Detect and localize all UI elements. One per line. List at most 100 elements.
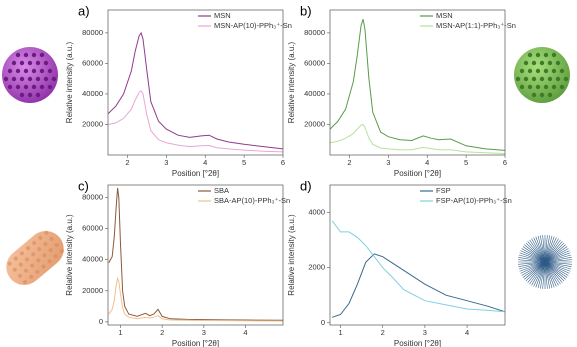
pore xyxy=(39,84,45,90)
pore xyxy=(547,76,553,82)
fiber xyxy=(527,261,546,283)
y-tick-label: 80000 xyxy=(82,192,103,201)
pore xyxy=(47,259,52,264)
pore xyxy=(551,84,557,90)
fiber xyxy=(542,235,546,263)
plot-frame xyxy=(329,9,506,156)
pore xyxy=(539,60,545,66)
pore xyxy=(555,76,561,82)
fiber xyxy=(518,259,546,263)
fiber xyxy=(533,237,546,263)
fiber xyxy=(544,261,553,289)
x-tick-label: 4 xyxy=(203,158,207,167)
plot-frame xyxy=(107,9,284,156)
x-tick-label: 2 xyxy=(125,158,129,167)
pore xyxy=(19,60,25,66)
fiber xyxy=(527,241,546,263)
fiber xyxy=(544,241,563,263)
fiber xyxy=(533,261,546,287)
pore xyxy=(11,60,17,66)
pore xyxy=(19,76,25,82)
fiber xyxy=(518,261,546,267)
series-line xyxy=(331,220,505,313)
y-axis-title: Relative intensity (a.u.) xyxy=(65,41,74,123)
pore xyxy=(535,68,541,74)
fiber xyxy=(525,261,546,282)
pore xyxy=(30,263,35,268)
fiber xyxy=(544,254,572,263)
panel-label: d) xyxy=(300,178,312,193)
fiber xyxy=(544,239,561,263)
panel-label: b) xyxy=(300,3,312,18)
pore xyxy=(523,60,529,66)
series-line xyxy=(108,188,283,321)
pore xyxy=(535,52,541,58)
pore xyxy=(23,279,28,284)
x-axis-title: Position [°2θ] xyxy=(172,169,219,178)
pore xyxy=(539,92,545,98)
y-tick-label: 0 xyxy=(321,318,325,327)
fiber xyxy=(540,261,546,289)
x-tick-label: 4 xyxy=(243,328,247,337)
pore xyxy=(43,60,49,66)
fiber xyxy=(544,261,557,287)
pore xyxy=(48,248,53,253)
pore xyxy=(531,76,537,82)
y-axis-title: Relative intensity (a.u.) xyxy=(65,214,74,296)
fiber xyxy=(535,236,546,263)
x-axis-title: Position [°2θ] xyxy=(394,339,441,347)
x-tick-label: 3 xyxy=(423,328,427,337)
fiber xyxy=(518,261,546,265)
pore xyxy=(31,68,37,74)
fiber xyxy=(522,246,546,263)
fiber xyxy=(524,261,546,280)
pore xyxy=(15,52,21,58)
x-tick-label: 5 xyxy=(464,158,468,167)
pore xyxy=(3,76,9,82)
fiber xyxy=(544,261,565,282)
pore xyxy=(531,60,537,66)
pore xyxy=(26,246,31,251)
x-tick-label: 6 xyxy=(281,158,285,167)
fiber xyxy=(518,261,546,270)
pore xyxy=(35,60,41,66)
pore xyxy=(551,52,557,58)
msn-sphere xyxy=(2,47,58,103)
pore xyxy=(12,267,17,272)
x-tick-label: 2 xyxy=(347,158,351,167)
pore xyxy=(32,241,37,246)
pore xyxy=(543,52,549,58)
pore xyxy=(59,249,64,254)
fiber xyxy=(544,261,566,280)
legend-label: MSN-AP(10)-PPh₃⁺-Sn xyxy=(214,21,292,30)
pore xyxy=(47,68,53,74)
fiber xyxy=(519,252,546,263)
pore xyxy=(24,268,29,273)
fiber xyxy=(521,248,546,263)
pore xyxy=(543,84,549,90)
fiber xyxy=(540,235,546,263)
pore xyxy=(527,52,533,58)
pore xyxy=(531,92,537,98)
plot-frame xyxy=(329,184,506,326)
fiber xyxy=(531,238,546,263)
plot-frame xyxy=(107,184,284,326)
fiber xyxy=(525,242,546,263)
y-tick-label: 20000 xyxy=(82,119,103,128)
pore xyxy=(547,60,553,66)
pore xyxy=(559,84,565,90)
pore xyxy=(27,92,33,98)
pore xyxy=(11,76,17,82)
fiber xyxy=(544,261,561,285)
pore xyxy=(527,68,533,74)
fiber xyxy=(544,261,563,283)
x-tick-label: 3 xyxy=(202,328,206,337)
pore xyxy=(23,84,29,90)
fiber xyxy=(544,237,557,263)
pore xyxy=(51,76,57,82)
x-tick-label: 2 xyxy=(160,328,164,337)
pore xyxy=(519,84,525,90)
pore xyxy=(53,254,58,259)
fiber xyxy=(521,261,546,276)
pore xyxy=(36,258,41,263)
